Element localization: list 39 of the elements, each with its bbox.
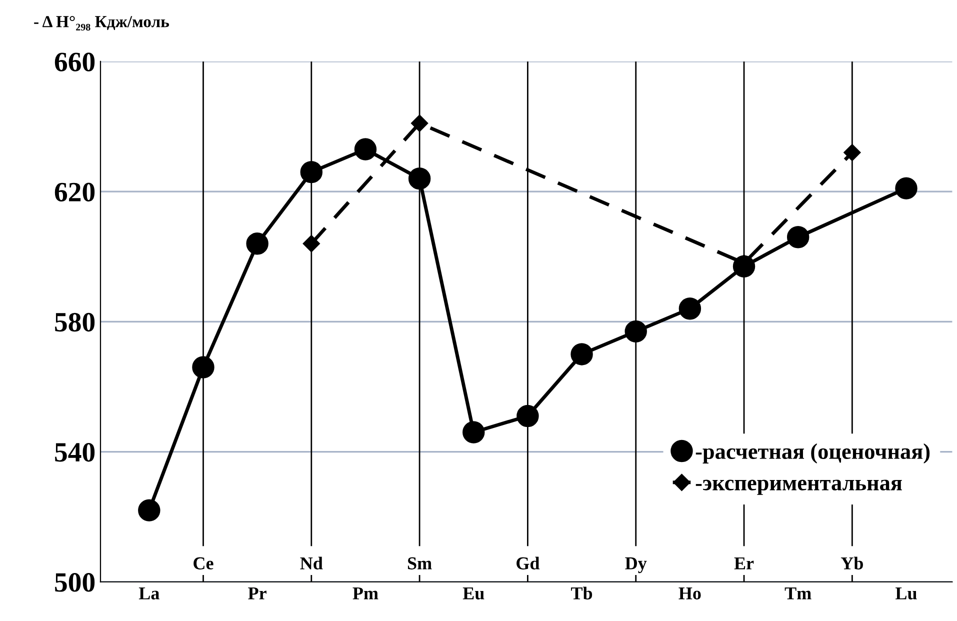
y-tick-label: 620 xyxy=(54,182,95,202)
point xyxy=(516,404,539,428)
x-tick-label: La xyxy=(138,587,160,600)
point xyxy=(844,144,861,162)
x-tick-label: Lu xyxy=(896,587,917,600)
x-tick-label: Pm xyxy=(352,587,378,600)
x-tick-label: Eu xyxy=(462,587,484,600)
point xyxy=(138,499,160,522)
point xyxy=(624,320,647,343)
point xyxy=(570,343,593,366)
point xyxy=(354,138,377,160)
x-tick-label: Tb xyxy=(571,586,592,600)
point xyxy=(302,235,320,252)
y-tick-label: 580 xyxy=(55,312,95,332)
x-tick-label: Sm xyxy=(408,557,432,570)
x-tick-label: Pr xyxy=(248,587,266,600)
y-axis-title: - Δ H°₂₉₈ Кдж/моль xyxy=(34,16,169,31)
x-tick-label: Tm xyxy=(784,587,812,600)
x-tick-label: Ho xyxy=(678,587,701,600)
x-tick-label: Ce xyxy=(194,557,214,570)
point xyxy=(786,226,810,248)
x-tick-label: Dy xyxy=(625,557,647,574)
x-tick-label: Gd xyxy=(516,556,540,570)
x-tick-label: Nd xyxy=(300,556,323,570)
y-tick-label: 500 xyxy=(55,573,95,592)
y-tick-label: 660 xyxy=(54,52,95,72)
point xyxy=(678,298,702,320)
point xyxy=(408,167,431,190)
point xyxy=(895,177,918,200)
y-tick-label: 540 xyxy=(55,442,95,462)
legend-label: -экспериментальная xyxy=(696,480,902,495)
x-tick-label: Er xyxy=(734,557,754,570)
point xyxy=(410,114,428,132)
x-tick-label: Yb xyxy=(840,556,863,570)
point xyxy=(300,160,322,184)
point xyxy=(462,421,485,444)
point xyxy=(246,232,268,255)
point xyxy=(192,356,214,378)
legend-label: -расчетная (оценочная) xyxy=(696,443,930,464)
